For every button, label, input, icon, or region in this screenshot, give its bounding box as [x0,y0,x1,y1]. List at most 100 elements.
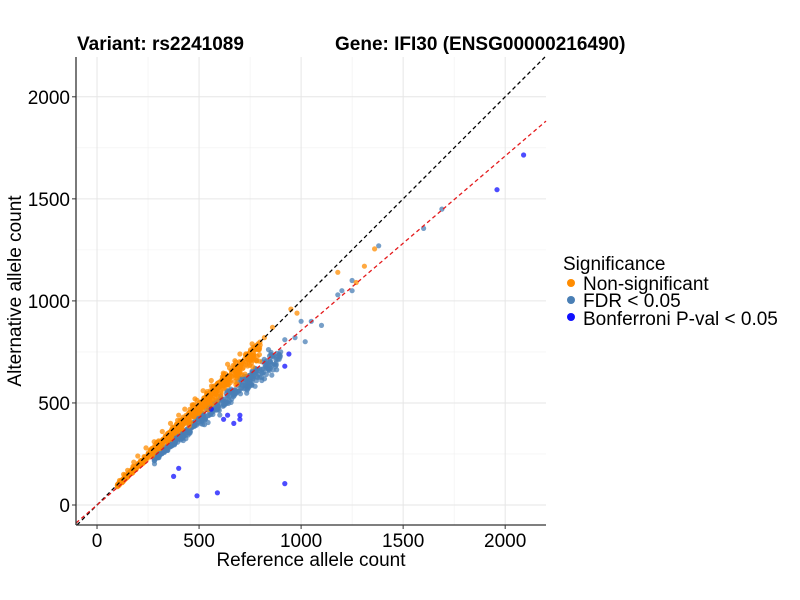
point-non-significant [218,390,224,396]
legend: Significance Non-significant FDR < 0.05 … [563,254,778,330]
legend-key-non-significant [567,279,575,287]
point-non-significant [257,345,263,351]
point-non-significant [116,477,123,484]
point-fdr-0-05 [252,383,258,389]
point-non-significant [168,430,174,436]
point-non-significant [139,458,145,465]
point-non-significant [183,414,189,420]
point-fdr-0-05 [266,367,272,373]
point-non-significant [200,388,206,394]
x-axis-title: Reference allele count [216,550,406,571]
reference-lines [75,56,547,526]
point-fdr-0-05 [172,441,178,447]
x-tick-label: 1000 [280,531,322,552]
point-non-significant [335,269,341,275]
point-fdr-0-05 [349,277,355,284]
y-tick-label: 2000 [28,88,70,109]
point-non-significant [191,402,197,408]
point-fdr-0-05 [233,390,239,396]
x-tick-label: 500 [183,531,215,552]
point-non-significant [210,396,216,403]
chart-title-gene: Gene: IFI30 (ENSG00000216490) [335,34,625,55]
y-axis-title: Alternative allele count [5,195,26,387]
point-non-significant [192,396,198,402]
y-tick-label: 0 [59,496,70,517]
point-fdr-0-05 [259,377,265,384]
point-bonferroni-p-val-0-05 [282,481,288,487]
y-tick-label: 1500 [28,190,70,211]
point-non-significant [182,406,188,412]
x-tick-label: 0 [92,531,103,552]
point-fdr-0-05 [339,288,345,294]
point-bonferroni-p-val-0-05 [176,465,182,471]
point-non-significant [197,408,203,414]
legend-label-fdr: FDR < 0.05 [583,291,681,312]
point-fdr-0-05 [335,292,341,298]
point-non-significant [208,377,214,384]
point-non-significant [233,359,239,365]
point-non-significant [242,371,248,377]
point-non-significant [202,403,208,410]
point-non-significant [135,453,141,459]
point-non-significant [151,439,157,445]
point-bonferroni-p-val-0-05 [237,416,243,422]
point-bonferroni-p-val-0-05 [521,152,527,158]
point-non-significant [226,377,232,383]
point-non-significant [167,420,174,426]
x-ticks: 0 500 1000 1500 2000 [92,525,526,552]
point-fdr-0-05 [298,318,304,324]
legend-key-fdr [567,296,575,304]
point-bonferroni-p-val-0-05 [225,412,231,418]
point-fdr-0-05 [273,357,279,363]
point-non-significant [220,386,226,392]
point-fdr-0-05 [192,422,198,429]
legend-key-bonferroni [567,313,575,321]
point-fdr-0-05 [282,337,288,343]
legend-label-bonferroni: Bonferroni P-val < 0.05 [583,309,778,330]
point-non-significant [294,310,300,316]
legend-label-non-significant: Non-significant [583,274,709,295]
legend-title: Significance [563,254,665,275]
point-fdr-0-05 [218,400,225,406]
point-non-significant [159,428,165,435]
point-fdr-0-05 [318,322,325,328]
y-ticks: 0 500 1000 1500 2000 [28,88,76,517]
point-bonferroni-p-val-0-05 [231,420,237,426]
data-points [114,152,527,499]
y-tick-label: 1000 [28,292,70,313]
point-non-significant [213,384,219,390]
point-non-significant [361,263,367,269]
point-fdr-0-05 [302,339,308,345]
point-non-significant [372,246,378,252]
point-fdr-0-05 [269,353,276,359]
point-non-significant [233,372,239,378]
point-bonferroni-p-val-0-05 [286,351,292,357]
point-fdr-0-05 [249,379,255,386]
point-non-significant [121,471,127,477]
point-non-significant [125,467,131,473]
point-non-significant [197,403,203,409]
reference-line-identity [76,56,546,526]
point-non-significant [225,361,231,367]
point-fdr-0-05 [243,377,249,383]
point-bonferroni-p-val-0-05 [237,412,243,418]
x-tick-label: 1500 [382,531,424,552]
point-bonferroni-p-val-0-05 [282,363,288,369]
grid-major [76,57,546,525]
point-non-significant [131,459,137,465]
point-fdr-0-05 [253,367,259,373]
point-non-significant [204,391,210,397]
point-non-significant [253,358,260,364]
point-bonferroni-p-val-0-05 [171,473,177,479]
point-fdr-0-05 [269,372,275,378]
point-fdr-0-05 [251,372,257,378]
point-non-significant [237,351,243,357]
point-fdr-0-05 [265,362,271,368]
point-non-significant [214,388,220,394]
point-non-significant [188,414,194,420]
point-fdr-0-05 [217,412,223,418]
point-non-significant [243,362,249,368]
point-non-significant [269,324,276,330]
point-fdr-0-05 [273,363,279,369]
